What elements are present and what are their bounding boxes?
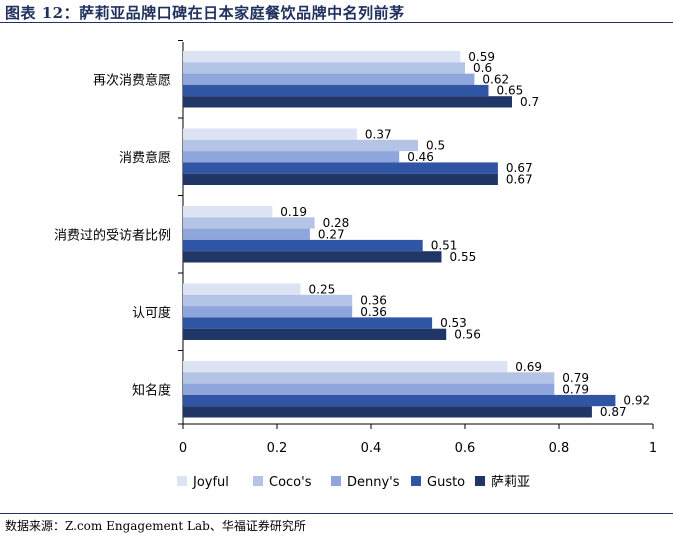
source-divider	[0, 513, 673, 514]
bar-dennys-3	[183, 306, 353, 318]
x-tick-label: 1	[649, 441, 657, 456]
data-label: 0.65	[497, 84, 524, 98]
bar-cocos-0	[183, 62, 465, 74]
category-label: 知名度	[132, 382, 171, 398]
data-label: 0.67	[506, 161, 533, 175]
data-label: 0.28	[323, 216, 350, 230]
bar-joyful-4	[183, 361, 508, 373]
bar-cocos-3	[183, 294, 353, 307]
legend-label: Gusto	[427, 475, 465, 490]
bar--4	[183, 406, 592, 418]
bar-cocos-2	[183, 217, 315, 229]
bar-joyful-2	[183, 206, 273, 218]
x-tick-label: 0.4	[361, 441, 382, 456]
data-label: 0.79	[562, 371, 589, 385]
bar-joyful-1	[183, 128, 357, 140]
bar-cocos-1	[183, 139, 418, 152]
data-label: 0.56	[454, 328, 481, 342]
legend-label: Denny's	[347, 475, 400, 490]
data-label: 0.6	[473, 61, 492, 75]
category-label: 消费意愿	[119, 150, 171, 166]
legend-label: Coco's	[269, 475, 312, 490]
data-label: 0.62	[482, 72, 509, 86]
legend-label: 萨莉亚	[491, 475, 530, 490]
legend-swatch	[253, 476, 263, 486]
data-label: 0.46	[407, 150, 434, 164]
data-label: 0.67	[506, 173, 533, 187]
category-label: 认可度	[132, 305, 171, 321]
bar-cocos-4	[183, 372, 555, 384]
data-label: 0.36	[360, 305, 387, 319]
title-divider	[0, 22, 673, 23]
data-label: 0.79	[562, 382, 589, 396]
bar-dennys-1	[183, 151, 400, 163]
bar-joyful-3	[183, 283, 301, 295]
bar-gusto-4	[183, 394, 616, 407]
bar-joyful-0	[183, 51, 461, 63]
data-label: 0.92	[623, 394, 650, 408]
data-label: 0.53	[440, 316, 467, 330]
bar--1	[183, 173, 498, 185]
bar--3	[183, 328, 447, 340]
x-tick-label: 0.2	[267, 441, 288, 456]
x-tick-label: 0	[179, 441, 187, 456]
data-label: 0.19	[280, 205, 307, 219]
data-label: 0.87	[600, 405, 627, 419]
bar-dennys-2	[183, 228, 310, 240]
data-label: 0.36	[360, 294, 387, 308]
bar-gusto-2	[183, 239, 423, 252]
data-label: 0.7	[520, 95, 539, 109]
bar--2	[183, 251, 442, 263]
data-label: 0.51	[431, 239, 458, 253]
data-label: 0.69	[515, 360, 542, 374]
chart-title: 图表 12：萨莉亚品牌口碑在日本家庭餐饮品牌中名列前茅	[5, 4, 405, 22]
bar-dennys-4	[183, 383, 555, 395]
bar--0	[183, 96, 512, 108]
data-label: 0.25	[309, 282, 336, 296]
data-label: 0.59	[468, 50, 495, 64]
data-label: 0.27	[318, 227, 345, 241]
bar-gusto-3	[183, 317, 433, 329]
legend-swatch	[475, 476, 485, 486]
bar-dennys-0	[183, 73, 475, 85]
source-note: 数据来源：Z.com Engagement Lab、华福证券研究所	[5, 519, 306, 533]
category-label: 消费过的受访者比例	[54, 227, 171, 243]
data-label: 0.5	[426, 139, 445, 153]
legend-label: Joyful	[192, 475, 229, 490]
bar-chart: 0 0.2 0.4 0.6 0.8 1再次消费意愿0.590.60.620.650.7消费…	[54, 40, 657, 490]
data-label: 0.37	[365, 127, 392, 141]
category-label: 再次消费意愿	[93, 72, 171, 88]
legend-swatch	[177, 476, 187, 486]
bar-gusto-1	[183, 162, 498, 174]
x-tick-label: 0.6	[455, 441, 476, 456]
data-label: 0.55	[450, 250, 477, 264]
legend-swatch	[411, 476, 421, 486]
x-tick-label: 0.8	[549, 441, 570, 456]
legend-swatch	[331, 476, 341, 486]
bar-gusto-0	[183, 84, 489, 97]
